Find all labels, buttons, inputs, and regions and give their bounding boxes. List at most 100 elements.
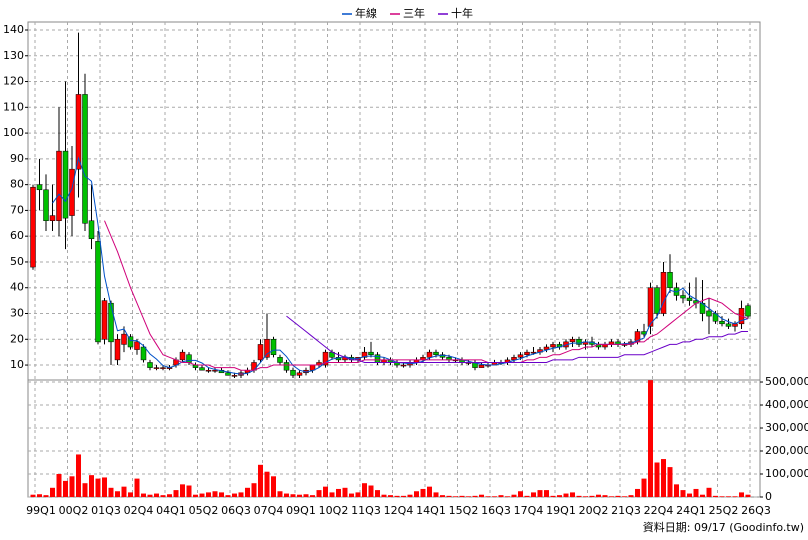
volume-bar	[225, 495, 231, 497]
candle-body	[108, 302, 114, 343]
volume-bar	[498, 495, 504, 497]
x-tick-label: 04Q1	[156, 504, 186, 517]
legend-label: 十年	[451, 6, 473, 20]
volume-bar	[362, 483, 367, 497]
ma-line	[286, 315, 748, 363]
y-tick-label: 140	[3, 23, 24, 36]
y-tick-label: 10	[10, 358, 24, 371]
candle-body	[368, 351, 374, 355]
volume-bar	[82, 483, 88, 497]
volume-bar	[95, 478, 101, 497]
volume-bar	[745, 494, 751, 497]
y-tick-label: 40	[10, 281, 24, 294]
volume-bar	[251, 483, 257, 497]
x-tick-label: 01Q3	[91, 504, 121, 517]
candle-body	[257, 344, 264, 361]
volume-bar	[609, 496, 614, 497]
candle-body	[36, 184, 43, 191]
candle-body	[706, 310, 712, 317]
volume-bar	[615, 495, 621, 497]
volume-bar	[706, 487, 712, 497]
volume-bar	[69, 476, 75, 497]
volume-bar	[570, 492, 575, 497]
volume-bar	[206, 492, 211, 497]
volume-bar	[141, 493, 146, 497]
volume-bar	[76, 454, 81, 497]
volume-bar	[121, 486, 127, 497]
candle-body	[719, 320, 725, 325]
volume-bar	[401, 495, 406, 497]
ma-line	[104, 220, 749, 371]
source-note: 資料日期: 09/17 (Goodinfo.tw)	[643, 520, 804, 534]
volume-bar	[414, 491, 419, 497]
volume-bar	[89, 475, 94, 497]
volume-bar	[524, 495, 530, 497]
volume-bar	[193, 494, 198, 497]
volume-bar	[336, 488, 341, 497]
y-tick-label: 80	[10, 178, 24, 191]
volume-bar	[453, 496, 458, 497]
volume-bar	[186, 485, 192, 497]
candle-body	[478, 364, 485, 368]
volume-bar	[511, 494, 517, 497]
candle-body	[160, 367, 166, 369]
volume-bar	[726, 496, 731, 497]
volume-bar	[531, 492, 536, 497]
y-tick-label: 120	[3, 75, 24, 88]
volume-bar	[485, 496, 491, 497]
y-tick-label: 100	[3, 126, 24, 139]
volume-bar	[264, 471, 270, 497]
y-tick-label: 0	[765, 490, 772, 503]
volume-bar	[50, 487, 55, 497]
volume-bar	[128, 492, 133, 497]
volume-bar	[700, 494, 705, 497]
candle-body	[517, 354, 524, 358]
candle-body	[277, 357, 283, 363]
candle-body	[426, 351, 433, 358]
volume-bar	[407, 494, 413, 497]
candle-body	[569, 339, 576, 343]
volume-bar	[290, 494, 296, 497]
candle-body	[361, 351, 368, 358]
candle-body	[62, 150, 69, 219]
candle-body	[296, 372, 303, 376]
volume-bar	[446, 495, 452, 497]
volume-bar	[674, 484, 679, 497]
volume-bar	[147, 494, 153, 497]
candle-body	[530, 351, 537, 354]
legend-label: 三年	[403, 6, 425, 20]
volume-bar	[115, 491, 120, 497]
volume-bar	[693, 488, 699, 497]
volume-bar	[277, 491, 283, 497]
volume-bar	[472, 495, 478, 497]
candle-body	[179, 351, 186, 361]
volume-bar	[648, 380, 653, 497]
candle-body	[647, 287, 654, 327]
volume-bar	[329, 492, 335, 497]
candle-body	[205, 369, 212, 372]
candle-body	[290, 369, 296, 376]
candle-body	[725, 323, 732, 327]
volume-bar	[427, 486, 432, 497]
volume-bar	[563, 493, 569, 497]
candle-body	[127, 336, 134, 348]
candle-body	[212, 369, 218, 372]
candle-body	[82, 94, 88, 224]
volume-bar	[433, 492, 439, 497]
candle-body	[153, 367, 160, 369]
volume-bar	[316, 490, 322, 497]
x-tick-label: 12Q4	[384, 504, 414, 517]
volume-bar	[43, 495, 49, 497]
volume-bar	[440, 495, 445, 497]
volume-bar	[199, 493, 205, 497]
volume-bar	[537, 490, 543, 497]
x-tick-label: 26Q3	[741, 504, 771, 517]
volume-bar	[180, 484, 185, 497]
y-tick-label: 20	[10, 332, 24, 345]
volume-bar	[173, 490, 179, 497]
x-tick-label: 24Q1	[676, 504, 706, 517]
volume-bar	[323, 486, 328, 497]
candle-body	[30, 186, 36, 268]
x-tick-label: 07Q4	[254, 504, 284, 517]
y-tick-label: 500,000	[765, 375, 808, 388]
